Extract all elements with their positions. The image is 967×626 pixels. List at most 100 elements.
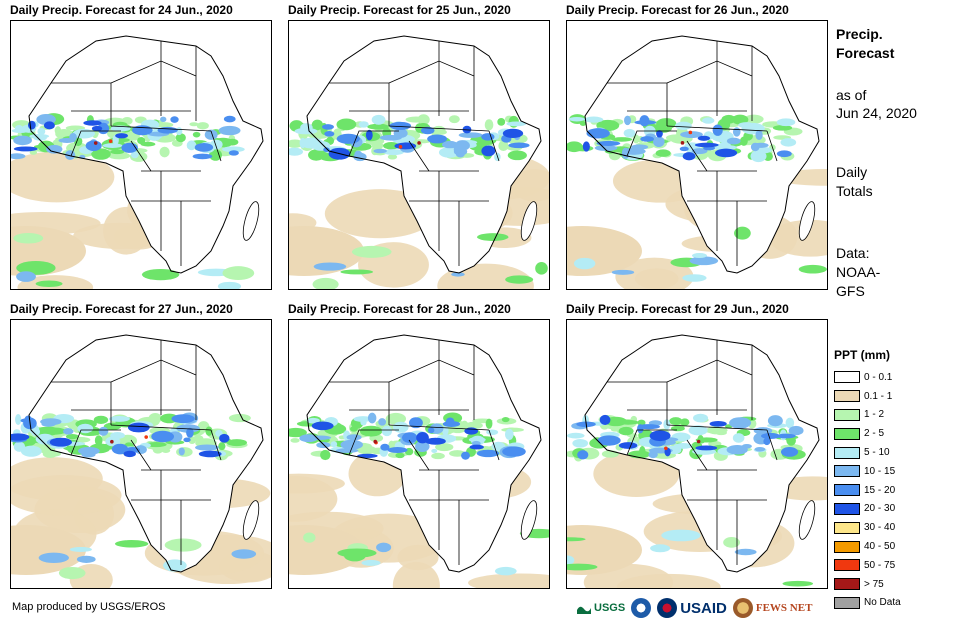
africa-map [289,35,549,289]
legend-item: > 75 [834,575,954,594]
rain-cell [661,529,701,542]
africa-landmass [307,36,541,273]
rain-cell [192,131,201,138]
legend-swatch [834,578,860,591]
heavy-rain-spot [688,130,693,135]
country-border [388,125,490,132]
rain-cell [680,418,690,427]
rain-cell [780,447,799,457]
legend-swatch [834,540,860,553]
rain-cell [371,114,386,125]
rain-cell [94,435,103,446]
rain-cell [695,445,718,451]
legend-label: > 75 [864,578,884,590]
heavy-rain-spot [108,139,113,144]
rain-cell [81,451,96,458]
legend-swatch [834,446,860,459]
rain-cell [640,136,655,142]
legend-item: No Data [834,594,954,613]
rain-cell [37,127,46,136]
rain-cell [83,120,102,126]
country-border [388,424,490,431]
country-border [110,424,212,431]
rain-cell [38,552,69,563]
rain-cell [365,129,373,141]
legend-swatch [834,559,860,572]
dry-patch [289,476,338,522]
rain-cell [28,120,36,130]
rain-cell [152,446,163,454]
usgs-logo-text: USGS [594,602,626,614]
madagascar [520,201,538,241]
dry-patch [289,226,364,276]
rain-cell [389,121,412,130]
rain-cell [186,427,194,438]
rain-cell [631,144,649,150]
country-border [408,439,430,471]
rain-cell [776,118,796,127]
rain-cell [290,438,300,443]
rain-cell [451,272,465,277]
country-border [130,439,152,471]
rain-cell [420,126,435,135]
rain-cell [13,441,26,452]
rain-cell [763,437,771,446]
rain-cell [15,414,22,426]
rain-cell [505,275,534,284]
dry-patch [593,450,680,497]
usaid-seal-icon [657,598,678,618]
rain-cell [415,440,430,453]
rain-cell [688,425,708,436]
rain-cell [300,137,324,149]
rain-cell [464,421,483,430]
rain-cell [69,133,77,141]
rain-cell [380,443,390,451]
partner-logos: USGS USAID FEWS NET [577,595,812,621]
forecast-panel-6: Daily Precip. Forecast for 29 Jun., 2020 [566,302,828,589]
rain-cell [14,125,24,132]
rain-cell [359,425,383,437]
rain-cell [755,130,763,141]
rain-cell [226,439,247,447]
heavy-rain-spot [398,145,403,149]
rain-cell [655,149,671,157]
rain-cell [432,129,447,135]
rain-cell [76,555,96,563]
legend-swatch [834,521,860,534]
rain-cell [20,418,36,423]
rain-cell [118,434,138,447]
rain-cell [442,140,458,149]
rain-cell [788,425,804,436]
rain-cell [477,233,509,241]
rain-cell [228,150,239,156]
africa-map [289,334,549,588]
rain-cell [103,422,122,431]
rain-cell [468,437,486,443]
country-border [348,429,399,456]
rain-cell [385,412,407,425]
rain-cell [311,421,334,431]
country-border [686,140,708,172]
country-border [626,130,677,157]
rain-cell [306,417,320,424]
dry-patch [11,151,115,203]
dry-patch [397,544,439,571]
rain-cell [294,127,318,135]
rain-cell [653,124,672,133]
rain-cell [141,269,180,281]
rain-cell [361,559,381,566]
rain-cell [29,133,50,139]
legend-item: 0.1 - 1 [834,387,954,406]
rain-cell [798,264,827,274]
data-label: Data: [836,245,870,261]
coastline [306,35,542,274]
rain-cell [442,425,449,436]
rain-cell [373,148,387,154]
rain-cell [506,121,527,127]
rain-cell [734,548,757,556]
legend-swatch [834,408,860,421]
rain-cell [357,446,367,454]
legend-item: 15 - 20 [834,481,954,500]
rain-cell [461,451,470,460]
rain-cell [77,423,94,434]
